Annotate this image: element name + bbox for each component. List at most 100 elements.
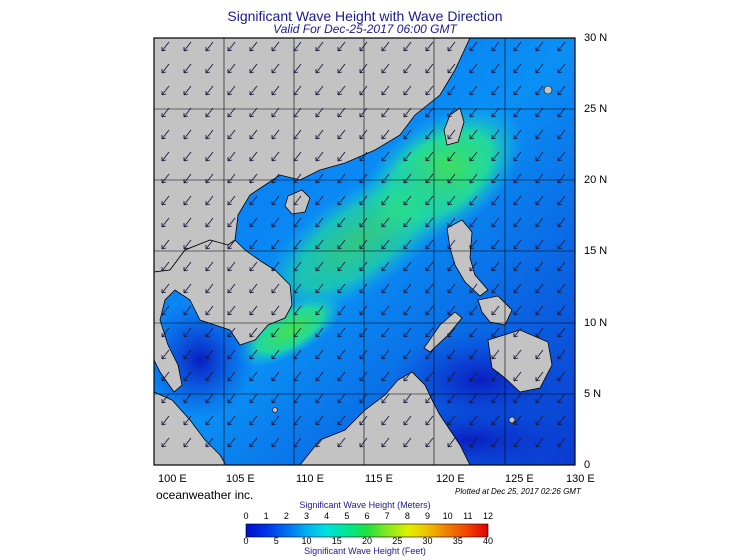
wave-arrow <box>535 437 544 448</box>
wave-arrow <box>447 283 456 294</box>
wave-arrow <box>447 107 456 118</box>
wave-arrow <box>205 437 214 448</box>
wave-arrow <box>425 107 434 118</box>
wave-arrow <box>557 85 566 96</box>
wave-arrow <box>557 371 566 382</box>
wave-arrow <box>337 349 346 360</box>
legend-meters-tick: 2 <box>283 511 289 521</box>
wave-arrow <box>381 85 390 96</box>
wave-arrow <box>535 371 544 382</box>
indochina-land <box>154 239 293 393</box>
wave-direction-arrows <box>161 41 566 448</box>
wave-arrow <box>381 261 390 272</box>
wave-arrow <box>469 151 478 162</box>
wave-arrow <box>425 283 434 294</box>
wave-arrow <box>557 283 566 294</box>
wave-arrow <box>535 239 544 250</box>
wave-arrow <box>425 393 434 404</box>
wave-arrow <box>293 85 302 96</box>
wave-arrow <box>491 239 500 250</box>
wave-arrow <box>403 261 412 272</box>
legend-meters-tick: 8 <box>404 511 410 521</box>
wave-arrow <box>271 415 280 426</box>
wave-arrow <box>271 239 280 250</box>
wave-arrow <box>315 217 324 228</box>
wave-arrow <box>381 283 390 294</box>
wave-arrow <box>491 107 500 118</box>
wave-arrow <box>381 173 390 184</box>
lat-label-0: 0 <box>584 459 591 471</box>
wave-arrow <box>447 129 456 140</box>
wave-arrow <box>491 283 500 294</box>
wave-arrow <box>447 305 456 316</box>
wave-arrow <box>315 63 324 74</box>
wave-arrow <box>161 173 170 184</box>
wave-arrow <box>557 239 566 250</box>
wave-arrow <box>359 129 368 140</box>
legend-feet-tick: 20 <box>361 536 372 546</box>
wave-arrow <box>557 41 566 52</box>
legend-feet-tick: 0 <box>243 536 249 546</box>
wave-arrow <box>469 305 478 316</box>
wave-arrow <box>359 217 368 228</box>
wave-arrow <box>381 195 390 206</box>
legend-feet-tick: 10 <box>301 536 312 546</box>
wave-arrow <box>271 151 280 162</box>
wave-arrow <box>469 261 478 272</box>
wave-arrow <box>381 63 390 74</box>
wave-arrow <box>513 173 522 184</box>
legend-feet-tick: 30 <box>422 536 433 546</box>
wave-arrow <box>271 217 280 228</box>
wave-arrow <box>293 239 302 250</box>
wave-arrow <box>249 283 258 294</box>
wave-arrow <box>403 349 412 360</box>
wave-arrow <box>205 349 214 360</box>
wave-arrow <box>249 217 258 228</box>
wave-arrow <box>205 195 214 206</box>
taiwan-island <box>443 107 465 146</box>
wave-arrow <box>381 107 390 118</box>
wave-arrow <box>535 415 544 426</box>
wave-arrow <box>447 371 456 382</box>
wave-arrow <box>249 371 258 382</box>
wave-arrow <box>227 217 236 228</box>
wave-arrow <box>381 41 390 52</box>
legend-feet-tick: 5 <box>273 536 279 546</box>
wave-arrow <box>249 107 258 118</box>
wave-arrow <box>337 173 346 184</box>
wave-arrow <box>425 41 434 52</box>
wave-arrow <box>535 129 544 140</box>
wave-arrow <box>337 85 346 96</box>
wave-arrow <box>315 239 324 250</box>
wave-arrow <box>271 283 280 294</box>
wave-arrow <box>513 63 522 74</box>
wave-arrow <box>271 63 280 74</box>
wave-arrow <box>403 63 412 74</box>
wave-arrow <box>535 151 544 162</box>
wave-arrow <box>227 393 236 404</box>
wave-arrow <box>359 63 368 74</box>
wave-arrow <box>161 41 170 52</box>
wave-arrow <box>293 41 302 52</box>
wave-arrow <box>315 327 324 338</box>
wave-arrow <box>183 63 192 74</box>
lon-label-110: 110 E <box>296 473 324 485</box>
wave-arrow <box>403 393 412 404</box>
wave-arrow <box>513 239 522 250</box>
wave-arrow <box>359 349 368 360</box>
wave-arrow <box>403 437 412 448</box>
wave-arrow <box>513 349 522 360</box>
wave-arrow <box>447 63 456 74</box>
wave-arrow <box>359 107 368 118</box>
wave-arrow <box>161 305 170 316</box>
wave-arrow <box>535 349 544 360</box>
wave-arrow <box>359 151 368 162</box>
hainan-island <box>284 189 311 215</box>
wave-arrow <box>315 261 324 272</box>
wave-arrow <box>403 41 412 52</box>
wave-arrow <box>469 173 478 184</box>
wave-arrow <box>513 327 522 338</box>
wave-arrow <box>183 371 192 382</box>
mindanao-island <box>487 329 553 393</box>
wave-arrow <box>205 371 214 382</box>
